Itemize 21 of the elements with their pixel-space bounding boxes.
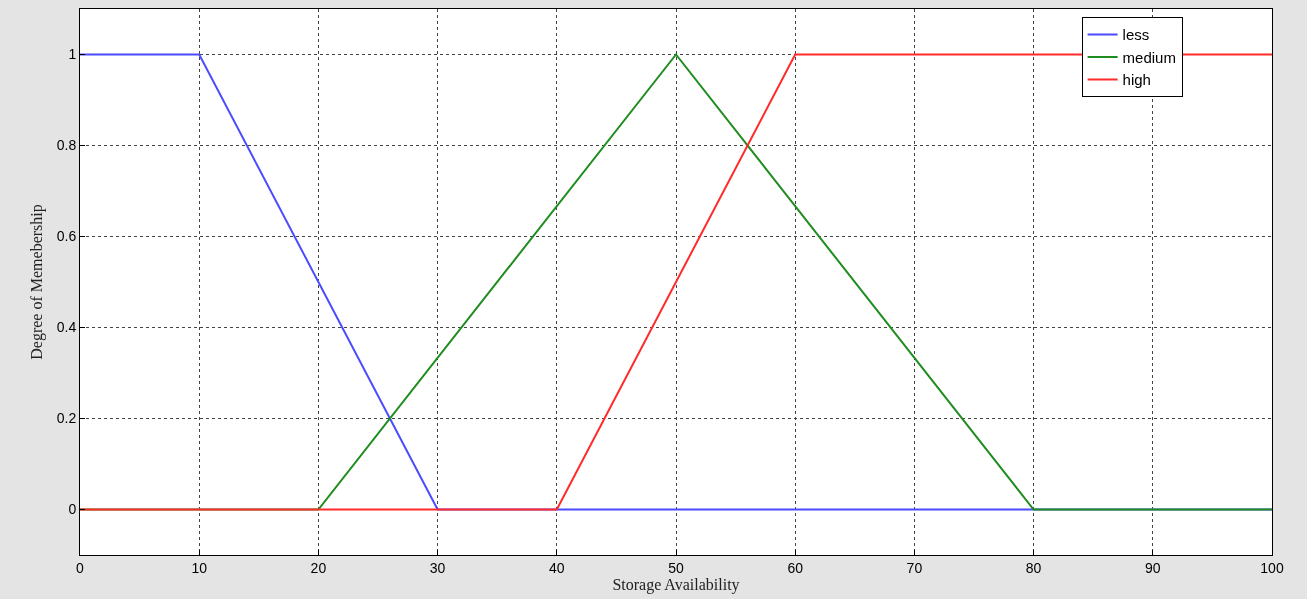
- x-axis-title: Storage Availability: [612, 576, 740, 595]
- x-tick-label: 80: [1025, 559, 1042, 576]
- y-tick-label: 0.2: [56, 410, 77, 427]
- x-tick-label: 90: [1145, 559, 1161, 576]
- y-tick-label: 0.4: [56, 319, 77, 336]
- x-tick-label: 30: [429, 559, 446, 576]
- x-tick-label: 40: [549, 559, 565, 576]
- x-tick-label: 70: [906, 559, 923, 576]
- y-axis-title: Degree of Memebership: [27, 204, 46, 360]
- y-tick-label: 0.6: [56, 228, 77, 245]
- x-tick-label: 20: [310, 559, 327, 576]
- legend-label: medium: [1122, 48, 1176, 66]
- legend-label: less: [1122, 26, 1150, 44]
- x-tick-label: 60: [787, 559, 804, 576]
- y-tick-label: 1: [68, 46, 77, 63]
- legend-label: high: [1122, 71, 1151, 89]
- x-tick-label: 50: [668, 559, 684, 576]
- y-tick-label: 0.8: [56, 137, 77, 154]
- x-tick-label: 100: [1260, 559, 1284, 576]
- y-tick-label: 0: [68, 501, 77, 518]
- x-tick-label: 10: [191, 559, 208, 576]
